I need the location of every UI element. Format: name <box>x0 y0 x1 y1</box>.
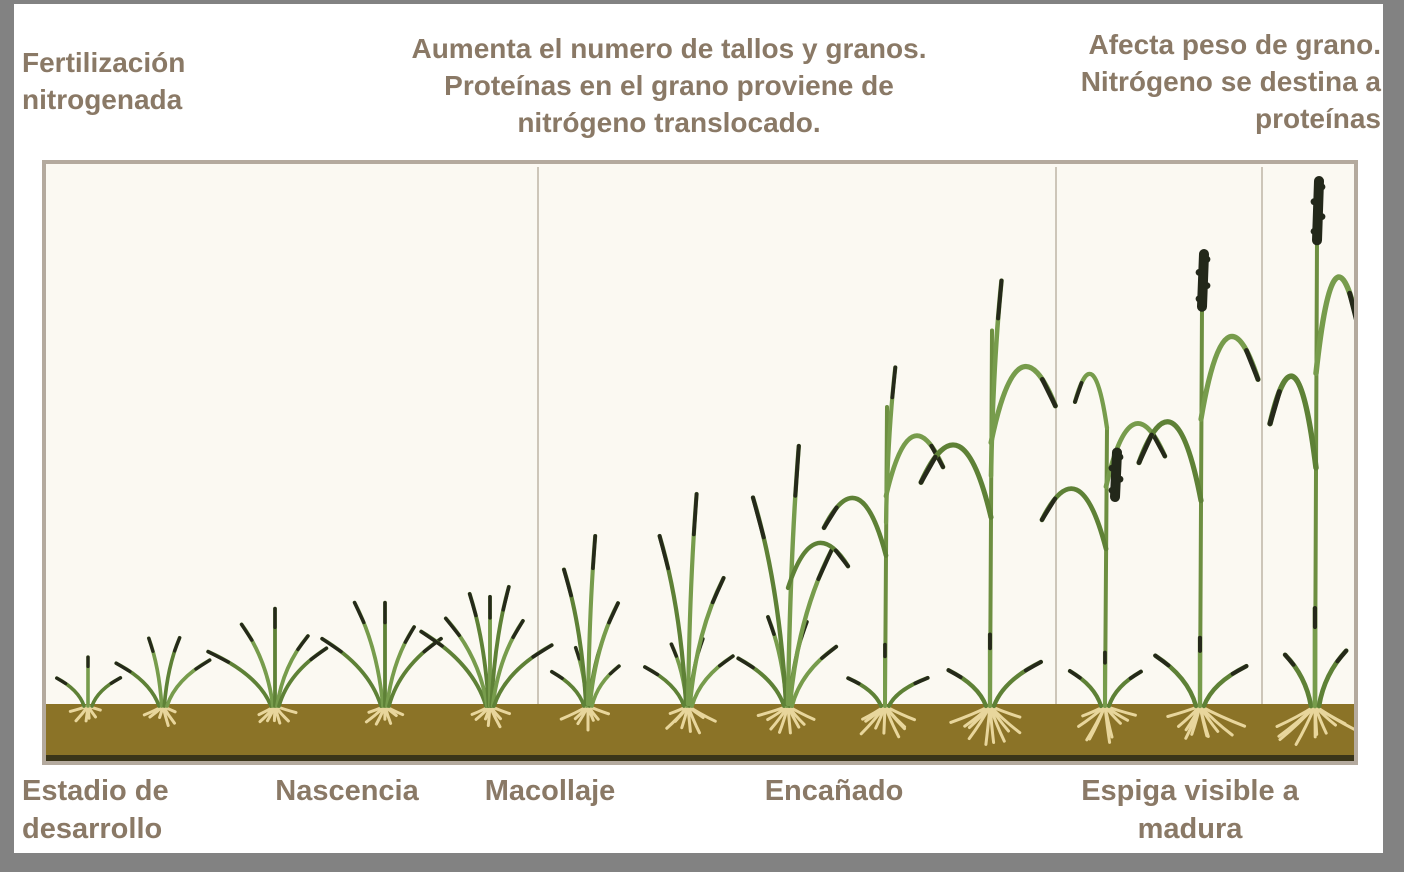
plant-stage-5 <box>419 584 554 729</box>
grain-head-knob <box>1310 228 1318 235</box>
stage-label-macollaje: Macollaje <box>484 775 616 807</box>
stage-label-espiga-visible: Espiga visible a madura <box>1081 775 1299 845</box>
annotation-tillers-grains: Aumenta el numero de tallos y granos. Pr… <box>411 33 927 138</box>
plant-stage-10 <box>918 278 1058 746</box>
plant-stage-7 <box>643 491 735 735</box>
plant-stage-6 <box>549 533 621 732</box>
plant-stage-11 <box>1039 371 1168 744</box>
annotation-nitrogen-fertilization: Fertilización nitrogenada <box>22 47 186 115</box>
grain-head-knob <box>1195 295 1203 303</box>
plant-stage-9 <box>821 365 946 739</box>
grain-head-knob <box>1318 183 1326 191</box>
grain-head-knob <box>1203 282 1211 289</box>
grain-head-knob <box>1318 213 1326 220</box>
stage-label-encanado: Encañado <box>764 775 904 807</box>
content-area: Fertilización nitrogenada Aumenta el num… <box>14 4 1383 853</box>
grain-head-knob <box>1195 269 1203 276</box>
grain-head-knob <box>1116 475 1124 483</box>
plant-stage-8 <box>736 443 851 735</box>
grain-head-knob <box>1203 255 1211 263</box>
grain-head-knob <box>1116 453 1124 461</box>
soil-bottom-line <box>46 755 1354 761</box>
plant-stage-13 <box>1267 176 1354 746</box>
plant-stage-3 <box>206 606 329 725</box>
grain-head-knob <box>1310 198 1318 206</box>
plant-stage-4 <box>320 600 443 726</box>
annotation-grain-weight: Afecta peso de grano. Nitrógeno se desti… <box>1080 29 1381 134</box>
growth-stages-illustration <box>46 167 1354 761</box>
plant-stage-1 <box>55 655 123 723</box>
plant-stage-12 <box>1136 249 1261 740</box>
axis-title-development-stage: Estadio de desarrollo <box>22 775 169 845</box>
plant-stage-2 <box>114 635 212 727</box>
illustration-panel <box>42 160 1358 765</box>
grain-head-knob <box>1108 464 1116 472</box>
grain-head-knob <box>1108 486 1116 494</box>
stage-label-nascencia: Nascencia <box>275 775 419 807</box>
